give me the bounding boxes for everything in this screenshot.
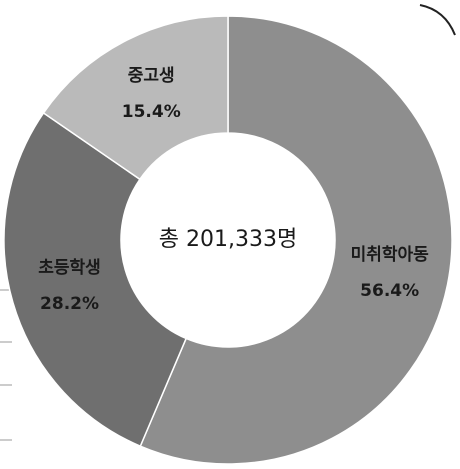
slice-label: 미취학아동 xyxy=(351,244,430,265)
slice xyxy=(3,111,188,448)
value-label: 15.4% xyxy=(122,102,181,122)
slice xyxy=(139,15,453,465)
value-label: 28.2% xyxy=(40,294,99,314)
slice-label: 중고생 xyxy=(128,66,175,86)
value-label: 56.4% xyxy=(360,281,419,301)
center-label: 총 201,333명 xyxy=(159,227,297,252)
slice xyxy=(42,15,229,181)
frame-corner xyxy=(419,4,456,36)
slice-label: 초등학생 xyxy=(38,258,101,278)
